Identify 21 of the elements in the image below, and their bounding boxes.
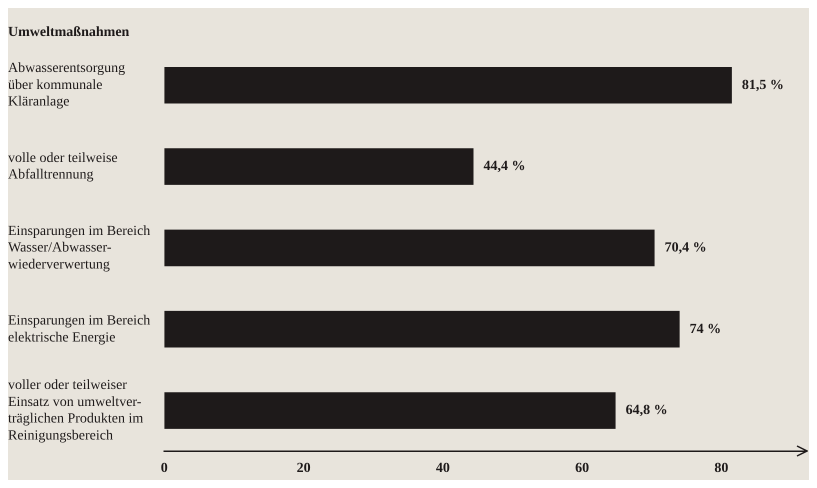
bar (164, 392, 616, 429)
bar (164, 310, 680, 348)
bar (164, 66, 732, 104)
x-tick-label: 0 (160, 461, 168, 476)
data-label: 74 % (690, 322, 722, 337)
y-tick-label: Abwasserentsorgung über kommunale Kläranlage (8, 61, 126, 110)
y-tick-label: Einsparungen im Bereich elektrische Energie (8, 313, 150, 346)
y-tick-label: voller oder teilweiser Einsatz von umweltver- träglichen Produkten im Reinigungsbereich (8, 378, 144, 444)
chart-title: Umweltmaßnahmen (8, 24, 130, 40)
bar (164, 230, 655, 266)
bar (164, 148, 474, 185)
x-tick-label: 60 (575, 461, 590, 476)
x-tick-label: 40 (436, 461, 450, 476)
y-tick-label: volle oder teilweise Abfalltrennung (8, 150, 118, 183)
x-tick-label: 20 (296, 461, 311, 476)
data-label: 70,4 % (664, 240, 707, 256)
data-label: 64,8 % (626, 403, 668, 418)
data-label: 44,4 % (484, 159, 526, 174)
y-tick-label: Einsparungen im Bereich Wasser/Abwasser- wiederverwertung (8, 224, 150, 272)
x-tick-label: 80 (714, 461, 728, 476)
data-label: 81,5 % (742, 78, 784, 93)
